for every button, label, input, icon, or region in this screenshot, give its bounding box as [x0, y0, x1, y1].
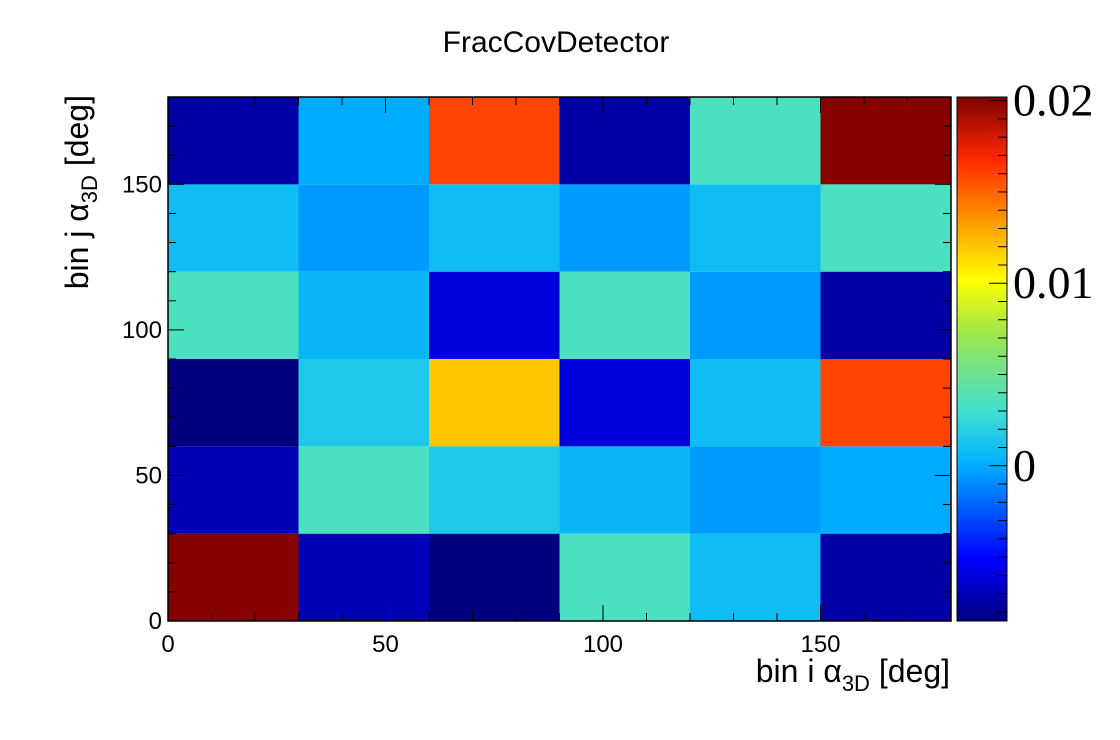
- heatmap-cell: [559, 359, 690, 447]
- colorbar-tick-label: 0: [1013, 440, 1036, 491]
- colorbar-tick-label: 0.01: [1013, 257, 1094, 308]
- heatmap-cell: [690, 359, 821, 447]
- heatmap-cell: [168, 359, 299, 447]
- x-tick-label: 150: [800, 631, 840, 658]
- heatmap-cell: [168, 446, 299, 534]
- heatmap-cell: [429, 359, 560, 447]
- colorbar-tick-label: 0.02: [1013, 75, 1094, 126]
- heatmap-cell: [820, 184, 951, 272]
- heatmap-cell: [429, 446, 560, 534]
- y-tick-label: 150: [122, 171, 162, 198]
- heatmap-cell: [298, 446, 429, 534]
- heatmap-cell: [298, 97, 429, 185]
- heatmap-cell: [168, 271, 299, 359]
- heatmap-cell: [298, 184, 429, 272]
- y-tick-label: 100: [122, 317, 162, 344]
- heatmap-cell: [690, 271, 821, 359]
- heatmap-cell: [559, 271, 690, 359]
- heatmap-cell: [298, 533, 429, 621]
- heatmap-cell: [690, 446, 821, 534]
- y-tick-label: 50: [135, 462, 162, 489]
- heatmap-cell: [820, 359, 951, 447]
- chart-title: FracCovDetector: [443, 26, 670, 59]
- x-tick-label: 50: [372, 631, 399, 658]
- x-tick-label: 0: [161, 631, 174, 658]
- heatmap-cell: [820, 97, 951, 185]
- x-axis-label: bin i α3D [deg]: [756, 653, 950, 696]
- heatmap-cell: [690, 533, 821, 621]
- heatmap-cell: [820, 446, 951, 534]
- x-tick-label: 100: [583, 631, 623, 658]
- y-axis-ticks: 0 50 100 150: [122, 96, 951, 635]
- heatmap-cell: [559, 446, 690, 534]
- heatmap-cell: [429, 184, 560, 272]
- colorbar-ticks: 0 0.01 0.02: [989, 75, 1094, 613]
- heatmap-cell: [429, 271, 560, 359]
- heatmap-cell: [429, 97, 560, 185]
- x-axis-ticks: 0 50 100 150: [161, 97, 952, 658]
- heatmap-cell: [168, 97, 299, 185]
- heatmap-cell: [820, 271, 951, 359]
- y-axis-label: bin j α3D [deg]: [59, 95, 102, 289]
- heatmap-cell: [559, 533, 690, 621]
- y-tick-label: 0: [149, 608, 162, 635]
- heatmap-cell: [690, 97, 821, 185]
- heatmap-cells: [168, 97, 951, 621]
- heatmap-cell: [559, 184, 690, 272]
- heatmap-cell: [690, 184, 821, 272]
- heatmap-cell: [820, 533, 951, 621]
- heatmap-cell: [429, 533, 560, 621]
- heatmap-cell: [298, 271, 429, 359]
- heatmap-cell: [559, 97, 690, 185]
- heatmap-cell: [168, 184, 299, 272]
- heatmap-cell: [168, 533, 299, 621]
- heatmap-cell: [298, 359, 429, 447]
- colorbar: [956, 96, 1008, 622]
